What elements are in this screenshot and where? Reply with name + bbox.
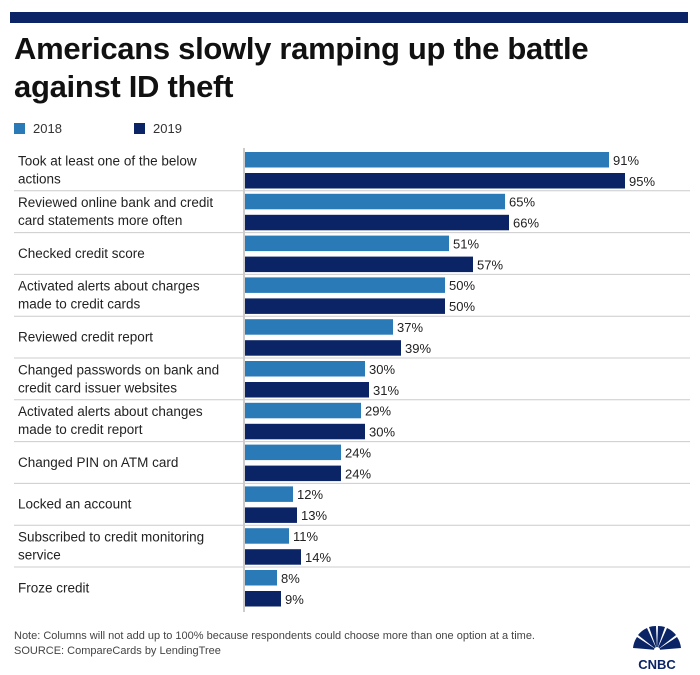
data-label-2018: 29% xyxy=(365,404,391,419)
data-label-2018: 12% xyxy=(297,487,323,502)
bar-chart: Took at least one of the below actions 91%… xyxy=(14,148,690,612)
data-label-2018: 91% xyxy=(613,153,639,168)
category-label: Froze credit xyxy=(18,580,90,595)
data-label-2019: 57% xyxy=(477,257,503,272)
legend-label-2019: 2019 xyxy=(153,121,182,136)
chart-footnote: Note: Columns will not add up to 100% be… xyxy=(14,629,614,659)
data-label-2019: 14% xyxy=(305,550,331,565)
data-label-2019: 9% xyxy=(285,592,304,607)
category-label: Reviewed online bank and credit xyxy=(18,195,213,210)
chart-title: Americans slowly ramping up the battle a… xyxy=(14,31,589,104)
cnbc-logo: CNBC xyxy=(633,625,681,671)
data-label-2018: 8% xyxy=(281,571,300,586)
data-label-2018: 65% xyxy=(509,195,535,210)
category-label: card statements more often xyxy=(18,213,182,228)
data-label-2018: 51% xyxy=(453,236,479,251)
note-text: Note: Columns will not add up to 100% be… xyxy=(14,630,535,642)
bar-2019 xyxy=(245,465,341,482)
data-label-2018: 24% xyxy=(345,445,371,460)
bar-2019 xyxy=(245,256,473,273)
data-label-2019: 24% xyxy=(345,466,371,481)
bar-2018 xyxy=(245,152,609,168)
bar-2019 xyxy=(245,214,509,231)
bar-2018 xyxy=(245,193,505,210)
data-label-2019: 30% xyxy=(369,425,395,440)
category-label: credit card issuer websites xyxy=(18,380,177,395)
logo-text: CNBC xyxy=(638,657,676,671)
data-label-2018: 11% xyxy=(293,529,318,544)
bar-2018 xyxy=(245,277,445,293)
category-label: Changed passwords on bank and xyxy=(18,362,219,377)
data-label-2018: 50% xyxy=(449,278,475,293)
category-label: Locked an account xyxy=(18,497,132,512)
bar-2019 xyxy=(245,340,401,356)
source-text: SOURCE: CompareCards by LendingTree xyxy=(14,645,221,657)
bar-2018 xyxy=(245,361,365,377)
bar-2018 xyxy=(245,570,277,586)
bar-2019 xyxy=(245,382,369,398)
bar-2019 xyxy=(245,298,445,314)
bar-2019 xyxy=(245,423,365,440)
bar-2019 xyxy=(245,507,297,523)
bar-2018 xyxy=(245,402,361,419)
legend-swatch-2019 xyxy=(134,123,145,134)
data-label-2018: 37% xyxy=(397,320,423,335)
category-label: made to credit report xyxy=(18,422,143,437)
bar-2018 xyxy=(245,528,289,544)
category-label: service xyxy=(18,547,61,562)
data-label-2019: 39% xyxy=(405,341,431,356)
bar-2018 xyxy=(245,444,341,461)
peacock-icon xyxy=(633,625,681,653)
header-accent-bar xyxy=(10,12,688,23)
category-label: Activated alerts about changes xyxy=(18,404,203,419)
bar-2019 xyxy=(245,591,281,607)
bar-2018 xyxy=(245,486,293,502)
legend-label-2018: 2018 xyxy=(33,121,62,136)
category-label: Checked credit score xyxy=(18,246,145,261)
category-label: Activated alerts about charges xyxy=(18,279,200,294)
category-label: Changed PIN on ATM card xyxy=(18,455,178,470)
category-label: Subscribed to credit monitoring xyxy=(18,529,204,544)
data-label-2019: 95% xyxy=(629,174,655,189)
bar-2019 xyxy=(245,549,301,565)
data-label-2019: 66% xyxy=(513,216,539,231)
bar-2018 xyxy=(245,319,393,335)
data-label-2018: 30% xyxy=(369,362,395,377)
category-label: Reviewed credit report xyxy=(18,329,153,344)
data-label-2019: 13% xyxy=(301,508,327,523)
bar-2018 xyxy=(245,235,449,252)
category-label: actions xyxy=(18,171,61,186)
bar-2019 xyxy=(245,173,625,189)
legend-swatch-2018 xyxy=(14,123,25,134)
data-label-2019: 50% xyxy=(449,299,475,314)
category-label: made to credit cards xyxy=(18,297,141,312)
data-label-2019: 31% xyxy=(373,383,399,398)
category-label: Took at least one of the below xyxy=(18,153,197,168)
